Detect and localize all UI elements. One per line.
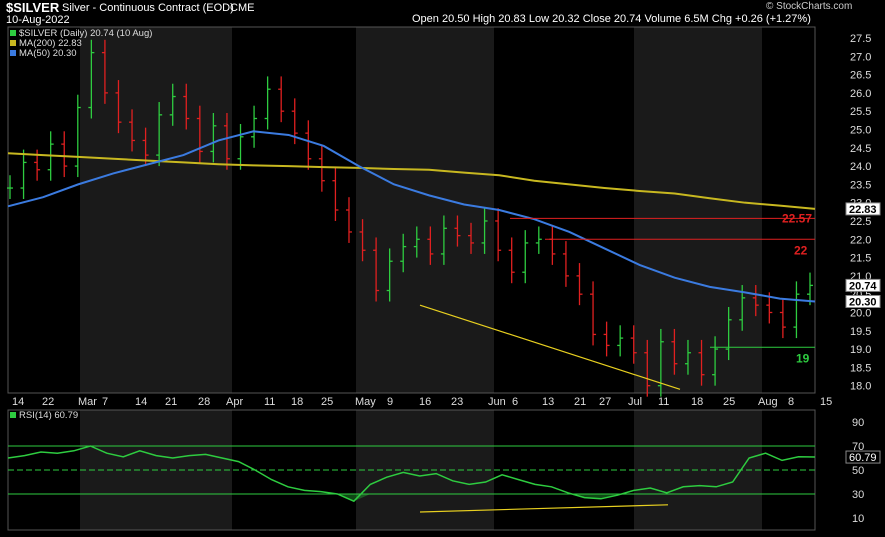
x-tick-label: Jul [628, 396, 642, 408]
x-tick-label: Aug [758, 396, 778, 408]
date-label: 10-Aug-2022 [6, 14, 70, 26]
close-label: Close [582, 13, 611, 25]
x-tick-label: 8 [788, 396, 794, 408]
rsi-tick-label: 10 [852, 513, 864, 525]
rsi-tick-label: 90 [852, 417, 864, 429]
volume-label: Volume [644, 13, 682, 25]
month-band [356, 27, 494, 393]
level-annotation: 22 [794, 243, 808, 257]
legend-label: $SILVER (Daily) 20.74 (10 Aug) [19, 28, 152, 39]
price-tick-label: 25.5 [850, 106, 871, 118]
legend-label: MA(50) 20.30 [19, 48, 77, 59]
rsi-tick-label: 50 [852, 465, 864, 477]
rsi-tick-label: 70 [852, 441, 864, 453]
price-tick-label: 21.5 [850, 253, 871, 265]
chg-value: +0.26 (+1.27%) [735, 13, 811, 25]
x-tick-label: 25 [723, 396, 735, 408]
month-band [634, 27, 762, 393]
rsi-tick-label: 30 [852, 489, 864, 501]
price-tick-label: 26.5 [850, 70, 871, 82]
x-tick-label: 6 [512, 396, 518, 408]
price-tick-label: 23.5 [850, 179, 871, 191]
price-tick-label: 24.0 [850, 161, 871, 173]
price-tick-label: 27.5 [850, 33, 871, 45]
rsi-tag-box [845, 450, 881, 464]
high-label: High [472, 13, 496, 25]
price-tag-label: 22.83 [849, 204, 877, 216]
x-tick-label: 16 [419, 396, 431, 408]
x-tick-label: May [355, 396, 376, 408]
open-value: 20.50 [441, 13, 470, 25]
price-tag-box [845, 278, 881, 292]
x-tick-label: 9 [387, 396, 393, 408]
rsi-tag-label: 60.79 [849, 452, 877, 464]
ma50-line [7, 130, 816, 303]
x-tick-label: Jun [488, 396, 506, 408]
price-tag-label: 20.74 [849, 280, 877, 292]
x-tick-label: 18 [691, 396, 703, 408]
close-value: 20.74 [613, 13, 642, 25]
x-tick-label: 22 [42, 396, 54, 408]
x-tick-label: 25 [321, 396, 333, 408]
price-tick-label: 18.0 [850, 381, 871, 393]
rsi-trendline [419, 504, 669, 513]
x-tick-label: 18 [291, 396, 303, 408]
price-tick-label: 26.0 [850, 88, 871, 100]
price-tick-label: 22.5 [850, 216, 871, 228]
symbol-label: $SILVER [6, 0, 60, 15]
x-tick-label: 28 [198, 396, 210, 408]
x-tick-label: Apr [226, 396, 243, 408]
price-tick-label: 19.0 [850, 344, 871, 356]
rsi-legend-swatch [10, 412, 16, 418]
price-tick-label: 22.0 [850, 234, 871, 246]
ohlc-readout: Open 20.50 High 20.83 Low 20.32 Close 20… [412, 13, 811, 25]
price-tag-box [845, 295, 881, 308]
volume-value: 6.5M [684, 13, 709, 25]
x-tick-label: 11 [264, 396, 275, 408]
x-tick-label: 23 [451, 396, 463, 408]
exchange-label: CME [230, 2, 255, 14]
rsi-line [7, 445, 816, 503]
legend-label: MA(200) 22.83 [19, 38, 82, 49]
price-tag-box [845, 202, 881, 216]
level-annotation: 22.57 [782, 211, 812, 225]
ma200-line [7, 152, 816, 210]
level-annotation: 19 [796, 351, 810, 365]
month-band [80, 27, 232, 393]
low-value: 20.32 [552, 13, 580, 25]
legend-swatch [10, 30, 16, 36]
price-tick-label: 19.5 [850, 326, 871, 338]
x-tick-label: 21 [165, 396, 177, 408]
price-trendline [419, 304, 681, 390]
legend-swatch [10, 40, 16, 46]
chg-label: Chg [711, 13, 732, 25]
x-tick-label: Mar [78, 396, 97, 408]
x-tick-label: 15 [820, 396, 832, 408]
open-label: Open [412, 13, 439, 25]
low-label: Low [528, 13, 550, 25]
high-value: 20.83 [498, 13, 526, 25]
x-tick-label: 27 [599, 396, 611, 408]
x-tick-label: 14 [12, 396, 24, 408]
brand-watermark: © StockCharts.com [766, 1, 853, 12]
x-tick-label: 21 [574, 396, 586, 408]
x-tick-label: 13 [542, 396, 554, 408]
price-tick-label: 18.5 [850, 362, 871, 374]
x-tick-label: 11 [658, 396, 669, 408]
price-tick-label: 24.5 [850, 143, 871, 155]
price-tick-label: 20.0 [850, 307, 871, 319]
price-panel-frame [7, 26, 816, 394]
price-tick-label: 27.0 [850, 51, 871, 63]
price-tag-label: 20.30 [849, 297, 877, 309]
price-tick-label: 25.0 [850, 124, 871, 136]
legend-swatch [10, 50, 16, 56]
x-tick-label: 14 [135, 396, 147, 408]
symbol-description: Silver - Continuous Contract (EOD) [62, 2, 234, 14]
x-tick-label: 7 [102, 396, 108, 408]
rsi-legend-label: RSI(14) 60.79 [19, 410, 78, 421]
